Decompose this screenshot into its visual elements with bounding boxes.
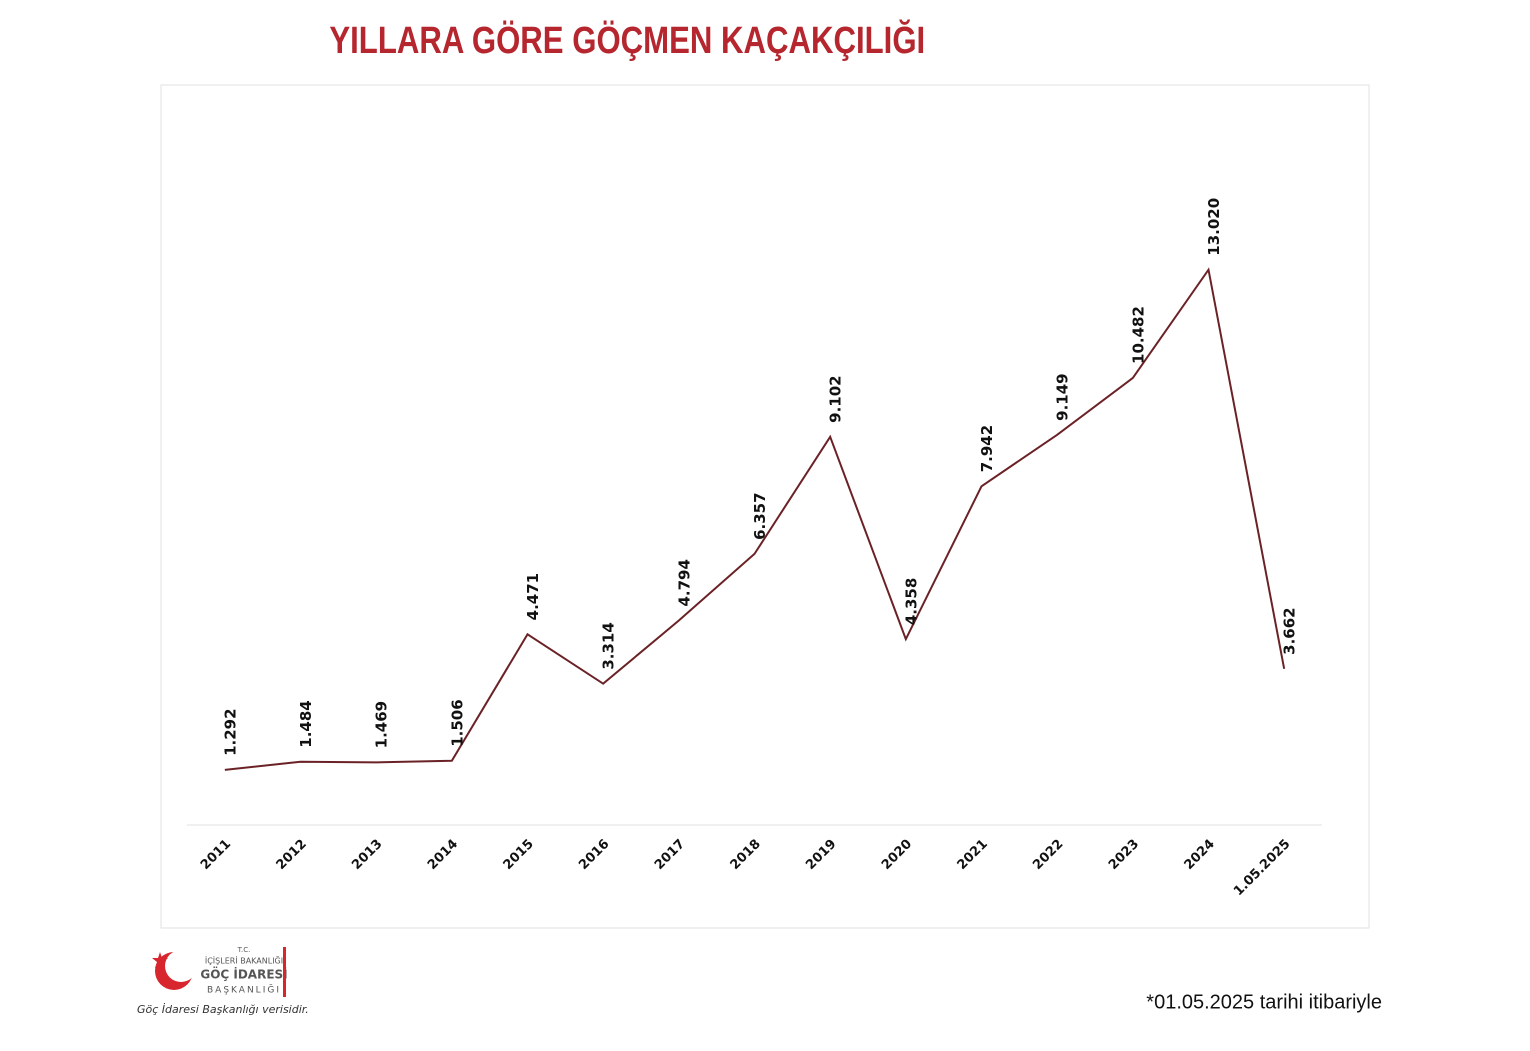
x-tick-label: 2015 — [501, 837, 537, 873]
data-label: 10.482 — [1129, 306, 1147, 364]
data-label: 1.484 — [297, 700, 315, 747]
data-label: 4.358 — [902, 578, 920, 625]
data-label: 7.942 — [978, 425, 996, 472]
x-tick-label: 2020 — [879, 837, 915, 873]
logo-bar — [283, 947, 286, 997]
chart-title: YILLARA GÖRE GÖÇMEN KAÇAKÇILIĞI — [329, 18, 925, 62]
x-tick-label: 1.05.2025 — [1231, 837, 1293, 899]
x-tick-label: 2012 — [274, 837, 310, 873]
logo-text: T.C. — [237, 946, 251, 954]
data-label: 1.469 — [373, 701, 391, 748]
x-tick-label: 2019 — [803, 837, 839, 873]
footnote: *01.05.2025 tarihi itibariyle — [1146, 991, 1382, 1013]
data-label: 4.471 — [524, 573, 542, 620]
data-label: 9.149 — [1054, 373, 1072, 420]
x-tick-label: 2016 — [576, 837, 612, 873]
x-tick-label: 2023 — [1106, 837, 1142, 873]
x-tick-label: 2021 — [955, 837, 991, 873]
logo-text: GÖÇ İDARESİ — [200, 967, 287, 982]
data-label: 1.506 — [448, 699, 466, 746]
line — [224, 267, 1286, 771]
data-label: 4.794 — [675, 559, 693, 606]
logo: T.C. İÇİŞLERİ BAKANLIĞI GÖÇ İDARESİ BAŞK… — [137, 946, 309, 1016]
logo-star — [152, 952, 168, 968]
logo-text: İÇİŞLERİ BAKANLIĞI — [205, 955, 283, 966]
data-label: 3.662 — [1281, 607, 1299, 654]
logo-crescent-cut — [165, 950, 197, 982]
x-tick-label: 2018 — [728, 837, 764, 873]
x-tick-label: 2013 — [349, 837, 385, 873]
x-tick-label: 2022 — [1030, 837, 1066, 873]
data-label: 6.357 — [751, 492, 769, 539]
x-tick-label: 2024 — [1182, 837, 1218, 873]
source-note: Göç İdaresi Başkanlığı verisidir. — [137, 1003, 309, 1016]
x-tick-label: 2011 — [198, 837, 234, 873]
plot-frame — [160, 84, 1370, 929]
x-tick-label: 2014 — [425, 837, 461, 873]
data-label: 1.292 — [221, 708, 239, 755]
data-label: 3.314 — [600, 622, 618, 669]
x-tick-label: 2017 — [652, 837, 688, 873]
logo-text: BAŞKANLIĞI — [207, 984, 281, 996]
data-label: 13.020 — [1205, 198, 1223, 256]
data-label: 9.102 — [827, 375, 845, 422]
